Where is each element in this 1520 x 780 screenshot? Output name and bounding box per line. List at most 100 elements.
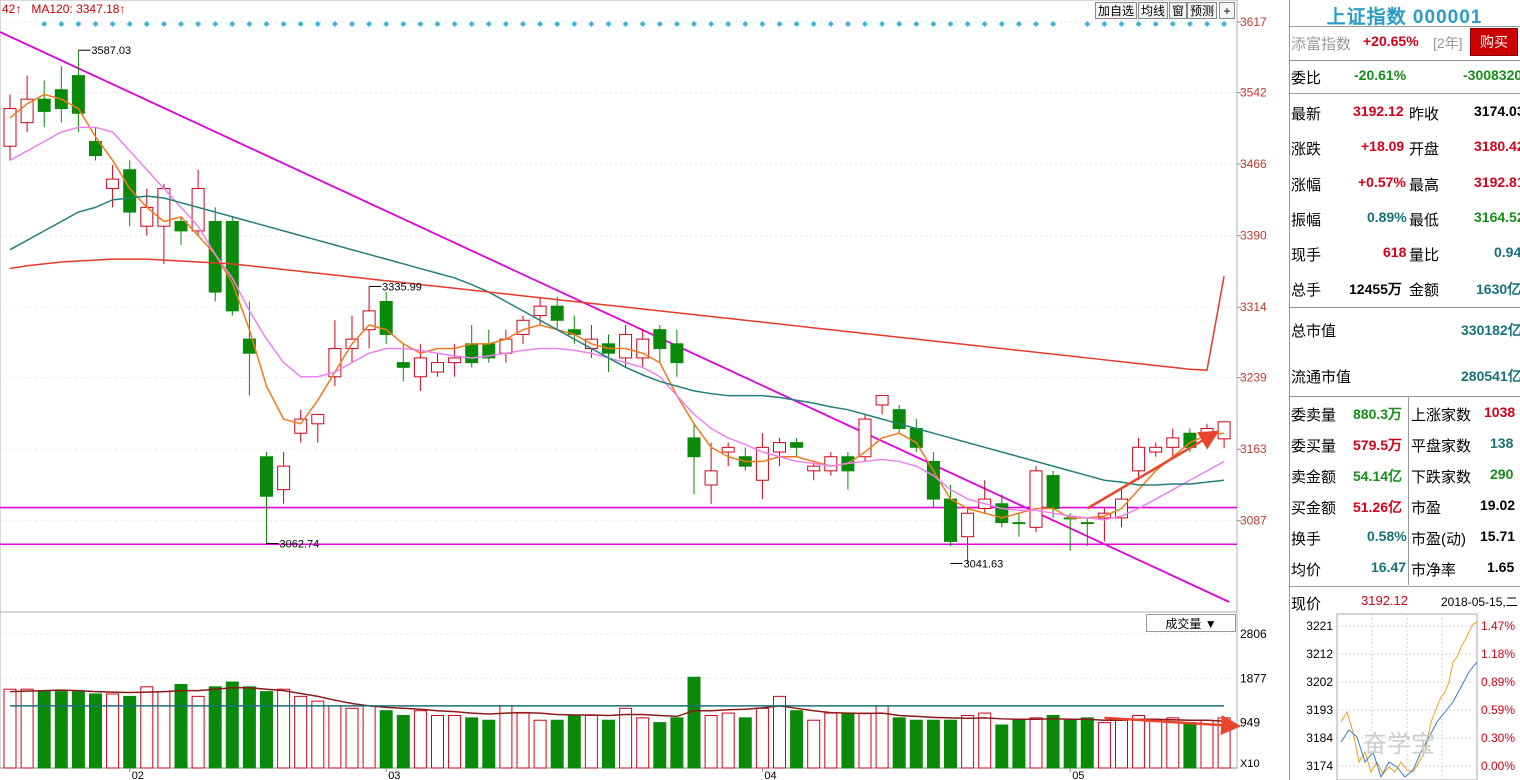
candle-body [294, 418, 308, 434]
pe-label: 市盈 [1411, 500, 1442, 517]
advancers-label: 上涨家数 [1411, 407, 1472, 424]
candle-body [653, 329, 667, 350]
candle-body [1217, 421, 1231, 440]
add-watchlist-button[interactable]: 加自选 [1095, 2, 1138, 19]
volume-bar [619, 707, 633, 769]
ma-line-button[interactable]: 均线 [1138, 2, 1169, 19]
volume-bar [1115, 719, 1128, 769]
quote-row: 最新 3192.12 昨收 3174.03 [1291, 103, 1520, 123]
candle-body [755, 446, 769, 481]
date-tick-label: 02 [132, 770, 144, 780]
volume-bar [824, 712, 838, 769]
window-button[interactable]: 窗 [1169, 2, 1188, 19]
marker-dot [998, 21, 1005, 27]
marker-dot [126, 21, 133, 27]
candle-body [37, 98, 51, 112]
candle-body [687, 437, 701, 458]
change-pct-label: 涨幅 [1291, 177, 1322, 194]
bid-volume-value: 579.5万 [1353, 437, 1403, 453]
forecast-button[interactable]: 预测 [1187, 2, 1218, 19]
candle-body [1132, 446, 1146, 472]
volume-bar [773, 695, 786, 769]
date-tick-label: 03 [388, 770, 400, 780]
pe-dynamic-label: 市盈(动) [1411, 531, 1466, 548]
candle-body [1080, 522, 1094, 525]
quote-row: 总手 12455万 金额 1630亿 [1291, 279, 1520, 299]
volume-tick-label: 949 [1240, 716, 1260, 730]
mini-pct-tick: 0.59% [1481, 703, 1515, 717]
separator [1289, 60, 1520, 61]
annotation-label: 3335.99 [382, 281, 422, 293]
candle-body [379, 300, 393, 335]
marker-dot [485, 21, 492, 27]
price-axis: 3617 3542 3466 3390 3314 3239 3163 3087 [1237, 15, 1267, 528]
volume-bar [755, 707, 769, 769]
latest-label: 最新 [1291, 106, 1322, 123]
annotation-label: 3041.63 [964, 558, 1004, 570]
marker-dot [1186, 21, 1193, 27]
marker-dot [725, 21, 732, 27]
volume-downtrend-arrow [1104, 715, 1242, 736]
volume-bar [1132, 714, 1146, 769]
volume-bar [550, 719, 564, 769]
total-volume-value: 12455万 [1349, 281, 1402, 297]
candle-body [20, 98, 34, 124]
latest-value: 3192.12 [1353, 103, 1404, 119]
avg-price-value: 16.47 [1371, 559, 1407, 575]
volume-bar [670, 717, 684, 769]
volume-bar [328, 705, 342, 769]
volume-bar [396, 714, 410, 769]
volume-bar [225, 681, 239, 769]
candle-body [1166, 437, 1180, 448]
marker-dot [691, 21, 697, 27]
volume-bar [704, 714, 718, 769]
decliners-label: 下跌家数 [1411, 469, 1472, 486]
candle-body [3, 108, 17, 147]
marker-dot [331, 21, 338, 27]
candle-body [71, 75, 85, 114]
intraday-mini-chart[interactable]: 3221 1.47% 3212 1.18% 3202 0.89% 3193 0.59% 3184… [1289, 612, 1520, 780]
market-cap-row: 总市值 330182亿 [1291, 320, 1520, 340]
marker-dot [246, 21, 253, 27]
fund-row[interactable]: 添富指数 +20.65% [2年] [1291, 33, 1520, 53]
candle-body [89, 141, 102, 157]
marker-dot [776, 21, 783, 27]
pe-dynamic-value: 15.71 [1480, 528, 1516, 544]
volume-ratio-label: 量比 [1409, 247, 1440, 264]
trend-line [0, 31, 1230, 603]
total-volume-label: 总手 [1291, 282, 1322, 299]
column-divider [1408, 397, 1409, 585]
marker-dot [41, 21, 48, 27]
volume-bar [653, 722, 667, 769]
volume-bar [1080, 717, 1094, 769]
candle-body [499, 338, 513, 354]
marker-dot [879, 21, 886, 27]
marker-dot [212, 21, 219, 27]
volume-bar [636, 717, 650, 769]
breadth-row: 均价 16.47 市净率 1.65 [1291, 559, 1520, 579]
volume-bar [1149, 719, 1163, 769]
expand-plus-button[interactable]: + [1219, 2, 1235, 19]
candle-body [123, 169, 137, 213]
panel-left-border [1289, 0, 1290, 780]
candle-body [311, 413, 325, 425]
volume-bar [499, 705, 513, 769]
marker-dot [451, 21, 458, 27]
kline-chart[interactable]: 3617 3542 3466 3390 3314 3239 3163 3087 2806 187… [0, 0, 1289, 780]
candle-body [225, 220, 239, 312]
marker-dot [263, 21, 270, 27]
mini-pct-tick: 1.18% [1481, 647, 1515, 661]
buy-button[interactable]: 购买 [1470, 28, 1518, 56]
marker-dot [314, 21, 321, 27]
marker-dot [468, 21, 475, 27]
float-cap-value: 280541亿 [1461, 368, 1520, 384]
mini-price-tick: 3184 [1306, 731, 1333, 745]
volume-indicator-dropdown[interactable]: 成交量 ▼ [1146, 614, 1236, 632]
volume-bar [841, 712, 855, 769]
quote-row: 现手 618 量比 0.94 [1291, 244, 1520, 264]
volume-bar [413, 710, 427, 769]
marker-dot [1033, 21, 1039, 27]
candle-body [909, 428, 923, 448]
price-tick-label: 3617 [1240, 15, 1267, 29]
float-cap-row: 流通市值 280541亿 [1291, 366, 1520, 386]
